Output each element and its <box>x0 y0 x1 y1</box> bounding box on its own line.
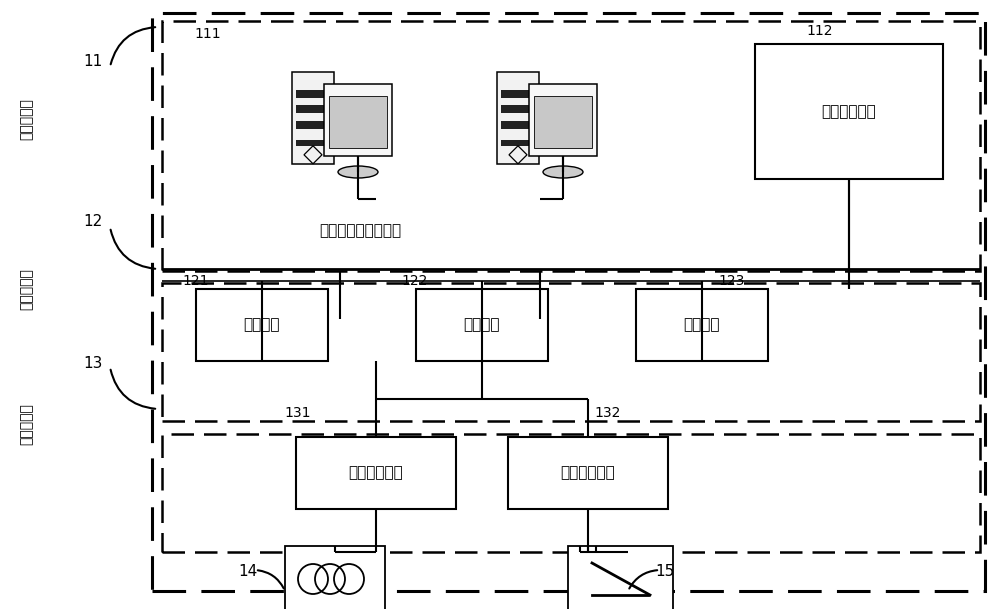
Text: 111: 111 <box>195 27 221 41</box>
Polygon shape <box>508 437 668 509</box>
Text: 11: 11 <box>83 54 103 68</box>
Text: 间隔层设备: 间隔层设备 <box>19 268 33 310</box>
Text: 15: 15 <box>655 565 675 580</box>
Text: 112: 112 <box>807 24 833 38</box>
Text: 远动系统设备: 远动系统设备 <box>822 105 876 119</box>
Text: 测控设备: 测控设备 <box>464 317 500 333</box>
Text: 122: 122 <box>402 274 428 288</box>
Text: 13: 13 <box>83 356 103 371</box>
Text: 过程层设备: 过程层设备 <box>19 403 33 445</box>
Polygon shape <box>568 546 673 609</box>
Polygon shape <box>416 289 548 361</box>
Bar <box>296 105 330 113</box>
Text: 变电站监控系统设备: 变电站监控系统设备 <box>319 224 401 239</box>
Bar <box>501 139 535 146</box>
Polygon shape <box>755 44 943 179</box>
Bar <box>501 105 535 113</box>
Text: 123: 123 <box>719 274 745 288</box>
Bar <box>296 121 330 129</box>
Text: 安稳设备: 安稳设备 <box>684 317 720 333</box>
Polygon shape <box>285 546 385 609</box>
Polygon shape <box>529 84 597 156</box>
Text: 131: 131 <box>285 406 311 420</box>
Text: 121: 121 <box>183 274 209 288</box>
Polygon shape <box>324 84 392 156</box>
Polygon shape <box>296 437 456 509</box>
Bar <box>296 90 330 98</box>
Polygon shape <box>196 289 328 361</box>
Bar <box>501 121 535 129</box>
Text: 12: 12 <box>83 214 103 228</box>
Bar <box>296 139 330 146</box>
Ellipse shape <box>338 166 378 178</box>
Ellipse shape <box>543 166 583 178</box>
Text: 站控层设备: 站控层设备 <box>19 98 33 140</box>
Text: 14: 14 <box>238 565 258 580</box>
Text: 132: 132 <box>595 406 621 420</box>
Text: 合并单元设备: 合并单元设备 <box>349 465 403 481</box>
Text: 保护设备: 保护设备 <box>244 317 280 333</box>
Polygon shape <box>497 72 539 164</box>
Polygon shape <box>636 289 768 361</box>
Text: 智能终端设备: 智能终端设备 <box>561 465 615 481</box>
Bar <box>534 96 592 148</box>
Bar <box>501 90 535 98</box>
Polygon shape <box>292 72 334 164</box>
Bar <box>329 96 387 148</box>
